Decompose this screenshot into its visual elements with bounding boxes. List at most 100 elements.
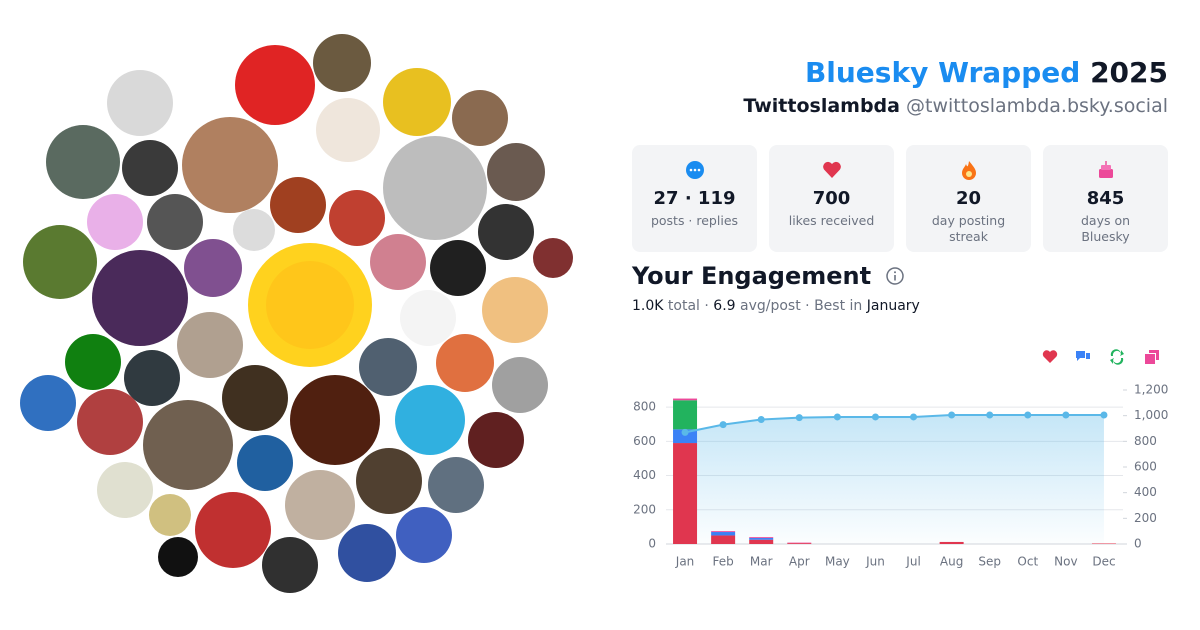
avatar (338, 524, 396, 582)
avatar (428, 457, 484, 513)
stat-value: 27 · 119 (653, 188, 736, 209)
line-point (871, 413, 879, 421)
avatar (533, 238, 573, 278)
stat-card: 845 days on Bluesky (1043, 145, 1168, 252)
avatar (122, 140, 178, 196)
avatar (383, 68, 451, 136)
avatar (285, 470, 355, 540)
stat-card: 20 day posting streak (906, 145, 1031, 252)
avatar (452, 90, 508, 146)
avatar (158, 537, 198, 577)
avatar (395, 385, 465, 455)
icon (822, 161, 841, 178)
avatar (359, 338, 417, 396)
y2-tick-label: 0 (1134, 537, 1142, 551)
avatar (400, 290, 456, 346)
avatar-collage (20, 34, 573, 593)
bar-segment (787, 542, 812, 544)
x-tick-label: Jan (675, 555, 695, 569)
avatar (396, 507, 452, 563)
avatar (124, 350, 180, 406)
separator: · (704, 298, 709, 314)
stat-label: days on Bluesky (1080, 213, 1131, 244)
avatar (237, 435, 293, 491)
icon (685, 161, 704, 179)
avatar (468, 412, 524, 468)
avatar (233, 209, 275, 251)
legend-icon[interactable] (1110, 349, 1124, 365)
avatar (182, 117, 278, 213)
y-tick-label: 600 (633, 434, 656, 448)
avatar (65, 334, 121, 390)
x-tick-label: Aug (940, 555, 963, 569)
avatar (184, 239, 242, 297)
avatar (356, 448, 422, 514)
stat-label: day posting streak (931, 213, 1006, 244)
line-point (757, 416, 765, 424)
bar-segment (673, 443, 698, 544)
line-point (1024, 411, 1032, 419)
sun-face (266, 261, 354, 349)
x-tick-label: Feb (713, 555, 734, 569)
total: 1.0K (632, 298, 664, 314)
avatar (370, 234, 426, 290)
avatar (487, 143, 545, 201)
info-icon[interactable] (885, 266, 905, 286)
legend-icon[interactable] (1076, 351, 1090, 361)
avatar (77, 389, 143, 455)
y2-tick-label: 1,000 (1134, 408, 1168, 422)
y-tick-label: 200 (633, 502, 656, 516)
line-point (833, 413, 841, 421)
stat-value: 700 (812, 188, 851, 209)
legend-icon[interactable] (1042, 350, 1058, 363)
title-brand: Bluesky Wrapped (804, 56, 1081, 89)
avatar (290, 375, 380, 465)
avatar (97, 462, 153, 518)
y2-tick-label: 400 (1134, 485, 1157, 499)
separator: · (805, 298, 810, 314)
y2-tick-label: 1,200 (1134, 383, 1168, 397)
x-tick-label: Jun (865, 555, 885, 569)
avatar (478, 204, 534, 260)
line-point (1062, 411, 1070, 419)
stat-label: posts · replies (650, 213, 739, 228)
engagement-summary: 1.0K total · 6.9 avg/post · Best in Janu… (632, 298, 920, 314)
avatar (46, 125, 120, 199)
avatar (143, 400, 233, 490)
line-point (719, 421, 727, 429)
avatar (329, 190, 385, 246)
engagement-chart: 0 200 400 600 800 0 200 400 600 800 1,000 1,200 Jan F… (633, 349, 1168, 569)
avatar (23, 225, 97, 299)
avatar (20, 375, 76, 431)
line-point (681, 428, 689, 436)
y2-tick-label: 800 (1134, 434, 1157, 448)
line (684, 414, 1104, 434)
avatar (482, 277, 548, 343)
line-point (948, 411, 956, 419)
x-tick-label: May (825, 555, 850, 569)
section-title: Your Engagement (632, 262, 905, 290)
y-tick-label: 800 (633, 400, 656, 414)
line-point (910, 413, 918, 421)
avatar (316, 98, 380, 162)
handle: @twittoslambda.bsky.social (906, 95, 1168, 117)
x-tick-label: Mar (750, 555, 773, 569)
display-name: Twittoslambda (743, 95, 900, 117)
bar-segment (711, 532, 736, 536)
bar-segment (749, 538, 774, 540)
best-label: Best in (814, 298, 863, 314)
avg-label: avg/post (740, 298, 801, 314)
stat-value: 845 (1086, 188, 1125, 209)
stat-card: 27 · 119 posts · replies (632, 145, 757, 252)
avatar (262, 537, 318, 593)
x-tick-label: Sep (978, 555, 1001, 569)
y2-tick-label: 200 (1134, 511, 1157, 525)
section-title-text: Your Engagement (632, 262, 872, 290)
x-tick-label: Jul (905, 555, 920, 569)
legend-icon[interactable] (1145, 350, 1159, 364)
icon (961, 161, 976, 180)
bar-segment (939, 541, 964, 544)
bar-segment (711, 535, 736, 544)
